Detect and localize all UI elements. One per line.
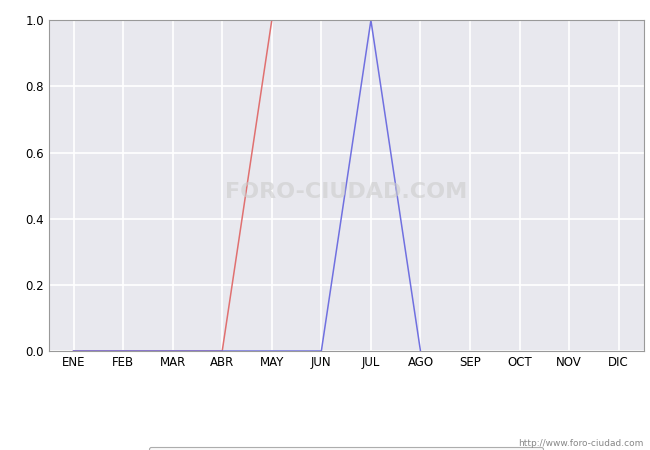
Text: Matriculaciones de Vehiculos en Mesas de Ibor: Matriculaciones de Vehiculos en Mesas de… [138, 12, 512, 27]
Text: http://www.foro-ciudad.com: http://www.foro-ciudad.com [518, 439, 644, 448]
Text: FORO-CIUDAD.COM: FORO-CIUDAD.COM [225, 182, 467, 202]
Legend: 2024, 2023, 2022, 2021, 2020: 2024, 2023, 2022, 2021, 2020 [149, 446, 543, 450]
